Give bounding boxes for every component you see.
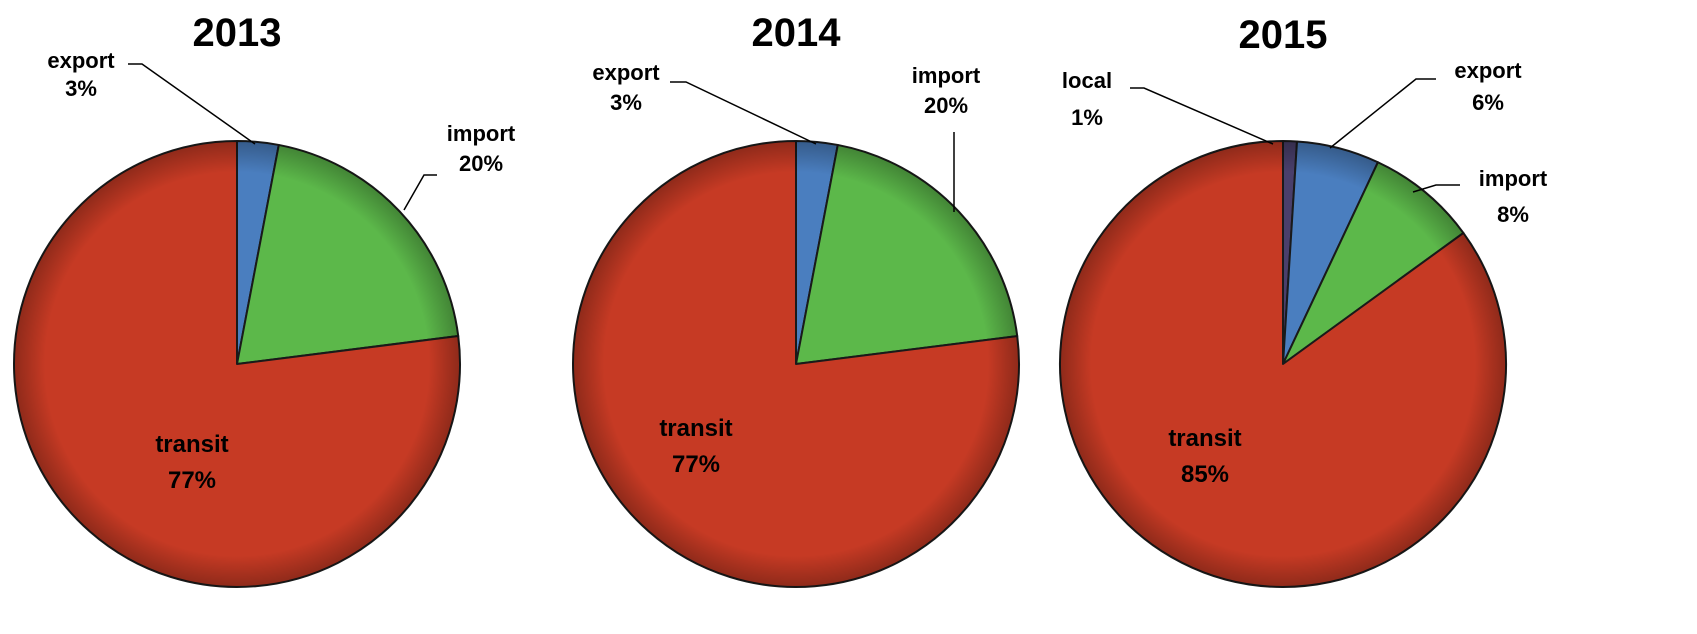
label-2014-export: export (592, 60, 660, 85)
value-2013-export: 3% (65, 76, 97, 101)
value-2015-import: 8% (1497, 202, 1529, 227)
label-2015-local: local (1062, 68, 1112, 93)
inlabel-2014-transit: transit 77% (659, 415, 732, 478)
pie-chart-2013: 2013 export 3% import 20% transit 77% (13, 11, 516, 588)
chart-title-2013: 2013 (193, 11, 282, 55)
callout-2014-export: export 3% (592, 60, 817, 145)
chart-title-2014: 2014 (752, 11, 842, 55)
callout-2015-local: local 1% (1062, 68, 1274, 145)
label-2015-export: export (1454, 58, 1522, 83)
label-2015-transit: transit (1168, 425, 1241, 452)
value-2015-export: 6% (1472, 90, 1504, 115)
callout-2015-import: import 8% (1412, 166, 1548, 227)
value-2014-transit: 77% (672, 451, 720, 478)
inlabel-2013-transit: transit 77% (155, 431, 228, 494)
label-2013-transit: transit (155, 431, 228, 458)
value-2014-export: 3% (610, 90, 642, 115)
slices-2013 (13, 140, 461, 588)
pie-chart-2015: 2015 local 1% export 6% import 8% transi… (1059, 13, 1548, 588)
label-2015-import: import (1479, 166, 1548, 191)
label-2013-import: import (447, 121, 516, 146)
callout-2013-export: export 3% (47, 48, 256, 145)
label-2014-import: import (912, 63, 981, 88)
callout-2015-export: export 6% (1329, 58, 1522, 149)
value-2015-local: 1% (1071, 105, 1103, 130)
label-2014-transit: transit (659, 415, 732, 442)
callout-2013-import: import 20% (403, 121, 516, 211)
value-2014-import: 20% (924, 93, 968, 118)
label-2013-export: export (47, 48, 115, 73)
value-2013-import: 20% (459, 151, 503, 176)
callout-2014-import: import 20% (912, 63, 981, 212)
inlabel-2015-transit: transit 85% (1168, 425, 1241, 488)
slices-2014 (572, 140, 1020, 588)
value-2015-transit: 85% (1181, 461, 1229, 488)
chart-title-2015: 2015 (1239, 13, 1328, 57)
slices-2015 (1059, 140, 1507, 588)
pie-chart-2014: 2014 export 3% import 20% transit 77% (572, 11, 1020, 588)
value-2013-transit: 77% (168, 467, 216, 494)
